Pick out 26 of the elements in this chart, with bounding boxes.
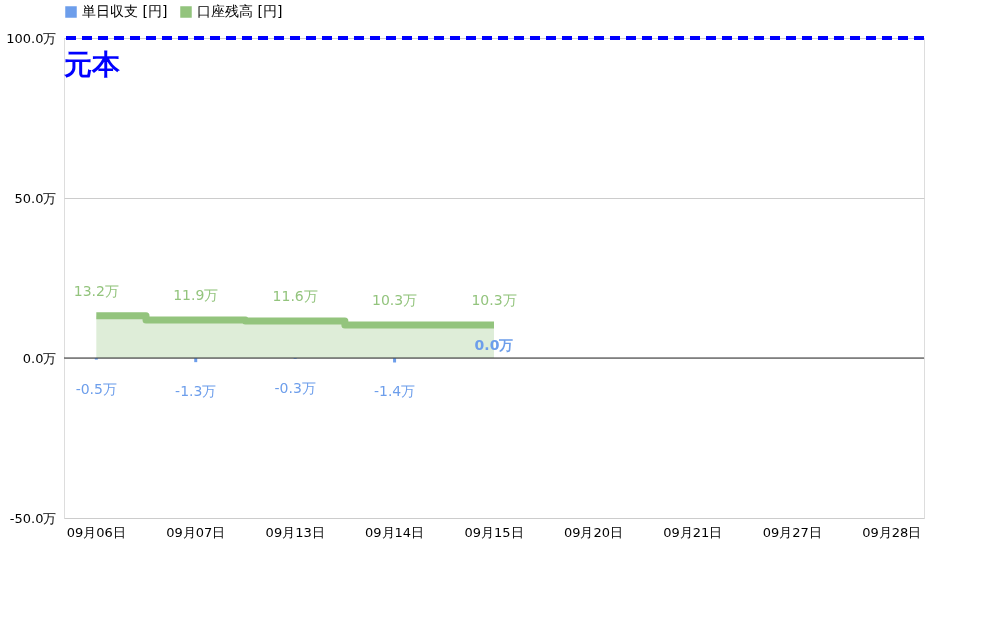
x-tick-label: 09月14日 [365, 524, 425, 540]
data-label: 10.3万 [371, 292, 418, 309]
data-label: -1.3万 [175, 383, 217, 400]
x-tick-label: 09月07日 [166, 524, 226, 540]
x-tick-label: 09月06日 [66, 524, 126, 540]
data-label: 10.3万 [471, 292, 517, 309]
x-tick-label: 09月28日 [862, 524, 922, 540]
legend-label: 口座残高 [円] [197, 3, 283, 19]
data-label: 11.9万 [173, 286, 219, 303]
x-tick-label: 09月13日 [265, 524, 325, 540]
y-tick-label: 0.0万 [22, 350, 57, 366]
ref-line-label: 元本 [63, 48, 121, 81]
y-tick-label: 50.0万 [14, 190, 57, 206]
data-label: -0.3万 [274, 379, 316, 396]
data-label: -0.5万 [75, 380, 117, 397]
x-tick-label: 09月27日 [762, 524, 822, 540]
x-tick-label: 09月21日 [663, 524, 723, 540]
data-label: -1.4万 [373, 383, 416, 400]
data-label: 11.6万 [272, 287, 318, 304]
legend-label: 単日収支 [円] [82, 3, 168, 19]
y-tick-label: 100.0万 [6, 30, 57, 46]
x-tick-label: 09月20日 [563, 524, 623, 540]
data-label: 0.0万 [474, 337, 514, 353]
x-tick-label: 09月15日 [464, 524, 524, 540]
data-label: 13.2万 [73, 282, 119, 299]
y-tick-label: -50.0万 [9, 510, 57, 526]
